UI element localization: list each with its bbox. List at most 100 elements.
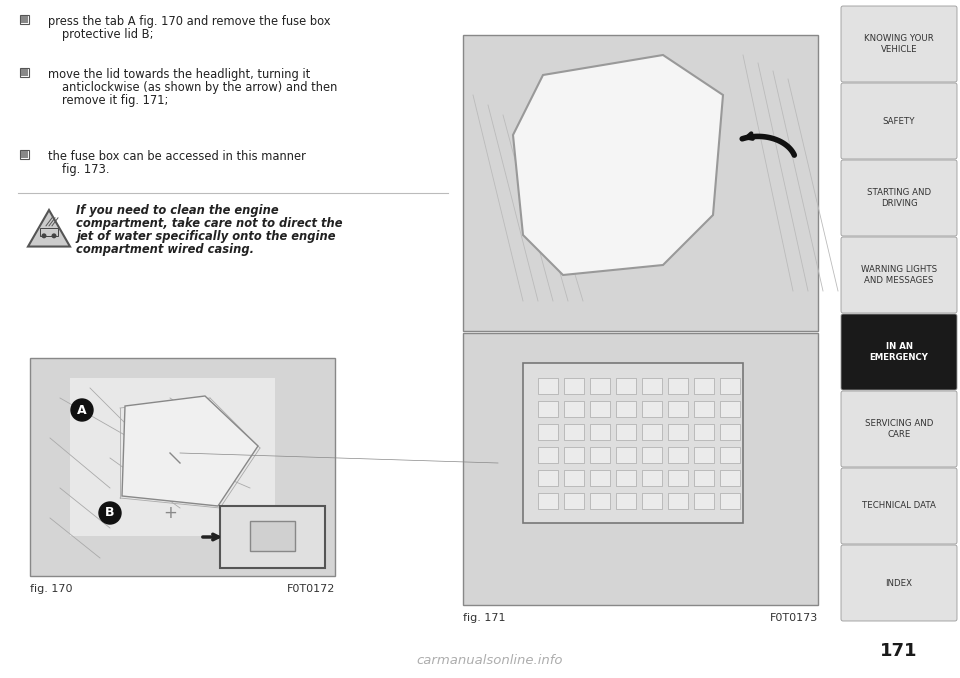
- Text: TECHNICAL DATA: TECHNICAL DATA: [862, 502, 936, 511]
- Bar: [463, 35, 818, 331]
- Bar: [538, 378, 558, 394]
- Bar: [590, 447, 610, 463]
- Bar: [564, 401, 584, 417]
- Bar: [70, 378, 275, 536]
- Bar: [694, 470, 714, 486]
- Bar: [642, 470, 662, 486]
- Text: jet of water specifically onto the engine: jet of water specifically onto the engin…: [76, 230, 335, 243]
- Bar: [564, 493, 584, 509]
- FancyBboxPatch shape: [841, 237, 957, 313]
- Circle shape: [99, 502, 121, 524]
- Text: KNOWING YOUR
VEHICLE: KNOWING YOUR VEHICLE: [864, 35, 934, 54]
- Text: compartment wired casing.: compartment wired casing.: [76, 243, 254, 256]
- Text: If you need to clean the engine: If you need to clean the engine: [76, 204, 278, 217]
- Bar: [590, 493, 610, 509]
- Bar: [694, 447, 714, 463]
- Bar: [538, 470, 558, 486]
- Bar: [720, 447, 740, 463]
- Bar: [21, 16, 28, 23]
- Text: remove it fig. 171;: remove it fig. 171;: [62, 94, 168, 107]
- Bar: [21, 151, 28, 158]
- Bar: [720, 378, 740, 394]
- Bar: [538, 401, 558, 417]
- Bar: [250, 521, 295, 551]
- FancyBboxPatch shape: [841, 314, 957, 390]
- Bar: [590, 424, 610, 440]
- Bar: [720, 424, 740, 440]
- Bar: [590, 378, 610, 394]
- Bar: [538, 424, 558, 440]
- FancyBboxPatch shape: [841, 160, 957, 236]
- Text: INDEX: INDEX: [885, 578, 913, 588]
- FancyBboxPatch shape: [841, 6, 957, 82]
- Circle shape: [52, 233, 57, 239]
- Text: F0T0172: F0T0172: [287, 584, 335, 594]
- Text: carmanualsonline.info: carmanualsonline.info: [417, 654, 564, 666]
- Polygon shape: [28, 210, 70, 247]
- Bar: [21, 69, 28, 76]
- Bar: [30, 358, 335, 576]
- Text: +: +: [163, 504, 177, 522]
- Bar: [40, 228, 58, 236]
- Bar: [668, 401, 688, 417]
- Bar: [590, 470, 610, 486]
- Text: fig. 170: fig. 170: [30, 584, 73, 594]
- Bar: [616, 378, 636, 394]
- Text: anticlockwise (as shown by the arrow) and then: anticlockwise (as shown by the arrow) an…: [62, 81, 337, 94]
- Text: F0T0173: F0T0173: [770, 613, 818, 623]
- Bar: [694, 424, 714, 440]
- Bar: [523, 363, 743, 523]
- Bar: [616, 493, 636, 509]
- Text: SAFETY: SAFETY: [883, 117, 915, 125]
- Bar: [538, 493, 558, 509]
- Text: move the lid towards the headlight, turning it: move the lid towards the headlight, turn…: [48, 68, 310, 81]
- Bar: [564, 470, 584, 486]
- Bar: [616, 470, 636, 486]
- Bar: [668, 470, 688, 486]
- Bar: [538, 447, 558, 463]
- Polygon shape: [122, 396, 258, 506]
- Bar: [20, 150, 29, 159]
- Circle shape: [41, 233, 46, 239]
- Text: IN AN
EMERGENCY: IN AN EMERGENCY: [870, 342, 928, 361]
- Bar: [564, 447, 584, 463]
- Bar: [720, 470, 740, 486]
- Bar: [616, 447, 636, 463]
- Bar: [20, 15, 29, 24]
- FancyBboxPatch shape: [841, 545, 957, 621]
- Bar: [20, 68, 29, 77]
- Bar: [720, 401, 740, 417]
- Bar: [694, 401, 714, 417]
- Text: STARTING AND
DRIVING: STARTING AND DRIVING: [867, 188, 931, 207]
- Bar: [668, 424, 688, 440]
- Bar: [590, 401, 610, 417]
- Bar: [220, 506, 325, 568]
- Bar: [668, 447, 688, 463]
- Bar: [694, 493, 714, 509]
- Text: press the tab A fig. 170 and remove the fuse box: press the tab A fig. 170 and remove the …: [48, 15, 330, 28]
- Bar: [668, 378, 688, 394]
- Bar: [564, 424, 584, 440]
- Bar: [616, 401, 636, 417]
- Bar: [668, 493, 688, 509]
- Text: WARNING LIGHTS
AND MESSAGES: WARNING LIGHTS AND MESSAGES: [861, 265, 937, 285]
- Text: fig. 171: fig. 171: [463, 613, 506, 623]
- Bar: [642, 401, 662, 417]
- Text: protective lid B;: protective lid B;: [62, 28, 154, 41]
- Text: compartment, take care not to direct the: compartment, take care not to direct the: [76, 217, 343, 230]
- FancyBboxPatch shape: [841, 468, 957, 544]
- Bar: [642, 424, 662, 440]
- Text: the fuse box can be accessed in this manner: the fuse box can be accessed in this man…: [48, 150, 306, 163]
- Text: fig. 173.: fig. 173.: [62, 163, 109, 176]
- Text: A: A: [77, 403, 86, 416]
- Text: B: B: [106, 506, 115, 519]
- Bar: [564, 378, 584, 394]
- Bar: [642, 447, 662, 463]
- FancyBboxPatch shape: [841, 83, 957, 159]
- FancyBboxPatch shape: [841, 391, 957, 467]
- Bar: [720, 493, 740, 509]
- Bar: [642, 378, 662, 394]
- Bar: [694, 378, 714, 394]
- Bar: [463, 333, 818, 605]
- Bar: [642, 493, 662, 509]
